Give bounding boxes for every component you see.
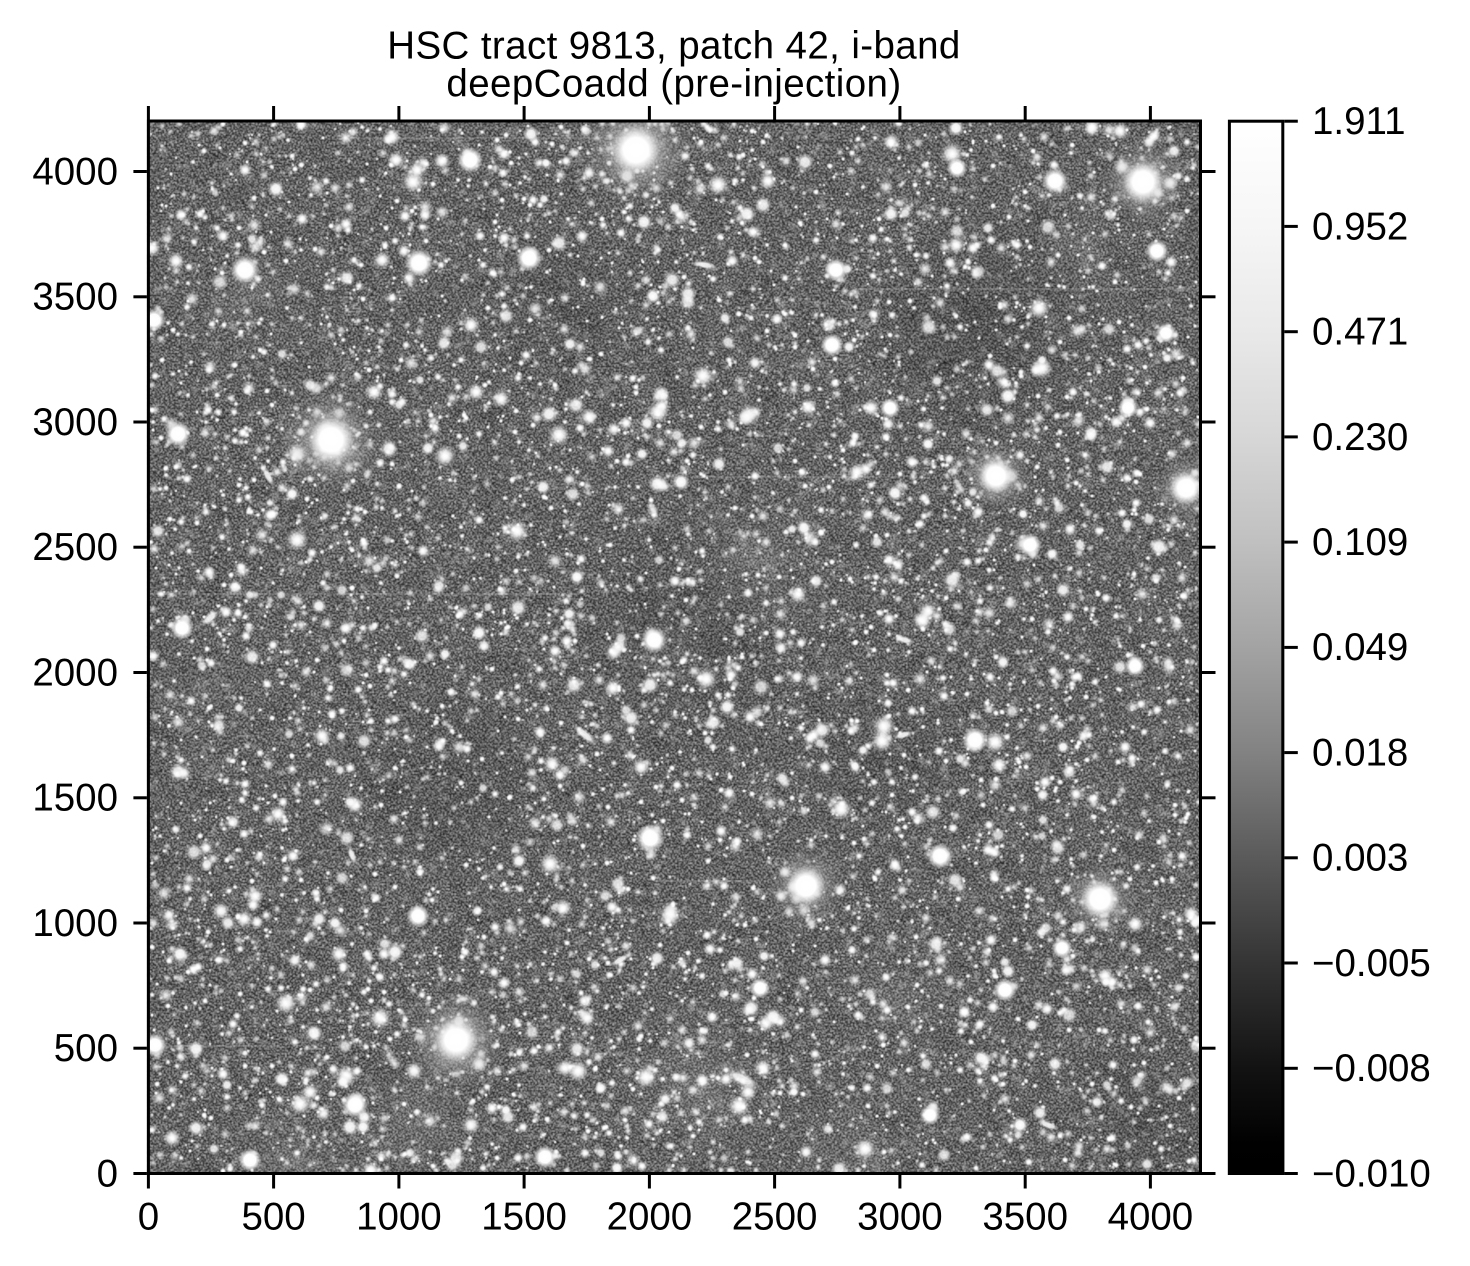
svg-text:1.911: 1.911 — [1312, 100, 1406, 143]
svg-text:−0.010: −0.010 — [1312, 1152, 1431, 1195]
svg-text:4000: 4000 — [32, 150, 118, 193]
svg-text:500: 500 — [241, 1196, 305, 1239]
svg-text:−0.005: −0.005 — [1312, 942, 1431, 985]
svg-text:0.018: 0.018 — [1312, 732, 1408, 775]
svg-text:1000: 1000 — [356, 1196, 442, 1239]
svg-text:0: 0 — [138, 1196, 159, 1239]
svg-text:3000: 3000 — [857, 1196, 943, 1239]
svg-text:0.003: 0.003 — [1312, 837, 1408, 880]
svg-text:3500: 3500 — [982, 1196, 1068, 1239]
svg-text:2500: 2500 — [732, 1196, 818, 1239]
svg-text:3500: 3500 — [32, 276, 118, 319]
svg-text:deepCoadd (pre-injection): deepCoadd (pre-injection) — [446, 63, 901, 106]
svg-text:0.049: 0.049 — [1312, 626, 1408, 669]
svg-text:2000: 2000 — [32, 651, 118, 694]
svg-text:1000: 1000 — [32, 902, 118, 945]
svg-text:2500: 2500 — [32, 526, 118, 569]
svg-text:1500: 1500 — [32, 777, 118, 820]
svg-text:HSC tract 9813, patch 42, i-ba: HSC tract 9813, patch 42, i-band — [387, 25, 961, 68]
svg-text:−0.008: −0.008 — [1312, 1047, 1431, 1090]
svg-text:0.109: 0.109 — [1312, 521, 1408, 564]
svg-text:0.230: 0.230 — [1312, 416, 1408, 459]
svg-text:1500: 1500 — [481, 1196, 567, 1239]
svg-text:500: 500 — [54, 1027, 118, 1070]
svg-text:4000: 4000 — [1108, 1196, 1194, 1239]
svg-text:3000: 3000 — [32, 401, 118, 444]
svg-text:0.952: 0.952 — [1312, 205, 1408, 248]
svg-text:2000: 2000 — [607, 1196, 693, 1239]
svg-text:0: 0 — [97, 1152, 118, 1195]
svg-text:0.471: 0.471 — [1312, 311, 1408, 354]
